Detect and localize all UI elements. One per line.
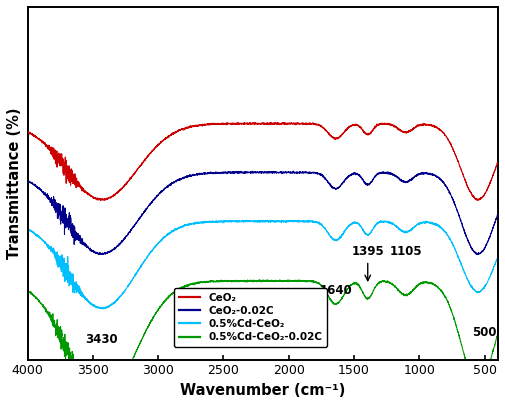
X-axis label: Wavenumber (cm⁻¹): Wavenumber (cm⁻¹)	[180, 383, 344, 398]
Text: 1640: 1640	[319, 284, 351, 297]
Text: 500: 500	[472, 326, 496, 339]
Text: 1395: 1395	[350, 245, 383, 258]
Text: 3430: 3430	[85, 333, 118, 345]
Legend: CeO₂, CeO₂-0.02C, 0.5%Cd-CeO₂, 0.5%Cd-CeO₂-0.02C: CeO₂, CeO₂-0.02C, 0.5%Cd-CeO₂, 0.5%Cd-Ce…	[173, 288, 327, 347]
Y-axis label: Transmittance (%): Transmittance (%)	[7, 108, 22, 259]
Text: 1105: 1105	[388, 245, 421, 258]
